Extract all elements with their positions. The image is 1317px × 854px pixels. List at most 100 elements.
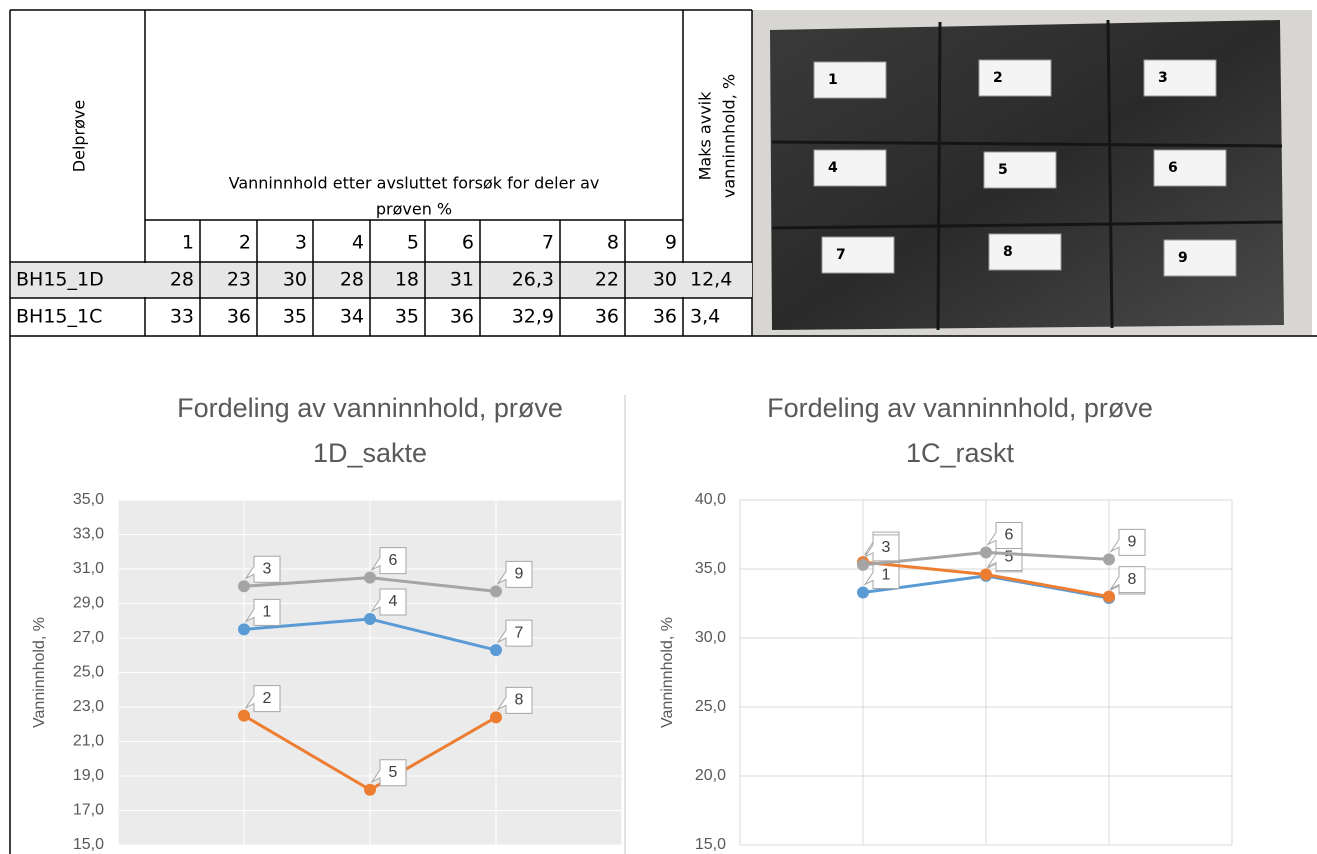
photo-label-box (1163, 239, 1237, 277)
photo-label-box (821, 236, 895, 274)
water-header: prøven % (376, 200, 452, 219)
chart-title: 1D_sakte (313, 438, 427, 468)
y-tick-label: 25,0 (73, 664, 104, 681)
point (980, 568, 992, 581)
photo-label: 9 (1178, 250, 1188, 266)
point (1103, 590, 1115, 603)
cell: 18 (395, 269, 419, 291)
point-label: 5 (389, 764, 398, 781)
point (238, 580, 250, 593)
y-tick-label: 30,0 (695, 629, 726, 646)
photo-label-box (813, 61, 887, 99)
sample-header: Delprøve (70, 100, 89, 172)
cell: 23 (227, 269, 251, 291)
deviation-header: vanninnhold, % (720, 74, 739, 198)
y-tick-label: 35,0 (695, 560, 726, 577)
label-callout (370, 588, 407, 616)
column-header: 7 (542, 232, 554, 254)
y-tick-label: 29,0 (73, 595, 104, 612)
cell: 3,4 (690, 306, 720, 328)
cell: 35 (395, 306, 419, 328)
y-tick-label: 23,0 (73, 698, 104, 715)
cell: 22 (595, 269, 619, 291)
label-callout (244, 685, 281, 713)
photo-label-box (983, 151, 1057, 189)
photo-label: 4 (828, 160, 838, 176)
cell: 36 (450, 306, 474, 328)
cell: 36 (227, 306, 251, 328)
point-label: 2 (263, 690, 272, 707)
y-tick-label: 25,0 (695, 698, 726, 715)
label-callout (986, 521, 1023, 549)
label-callout (496, 560, 533, 588)
label-callout (244, 555, 281, 583)
column-header: 8 (607, 232, 619, 254)
y-tick-label: 40,0 (695, 491, 726, 508)
point-label: 9 (515, 566, 524, 583)
cell: 28 (340, 269, 364, 291)
column-header: 4 (352, 232, 364, 254)
point-label: 9 (1128, 534, 1137, 551)
column-header: 1 (182, 232, 194, 254)
label-callout (863, 534, 900, 562)
point (1103, 553, 1115, 566)
point-label: 3 (263, 560, 272, 577)
label-callout (496, 619, 533, 647)
cell: 31 (450, 269, 474, 291)
y-tick-label: 27,0 (73, 629, 104, 646)
y-tick-label: 35,0 (73, 491, 104, 508)
photo-label-box (988, 233, 1062, 271)
point (364, 571, 376, 584)
cell: 30 (283, 269, 307, 291)
row-label: BH15_1C (16, 306, 102, 328)
point (490, 585, 502, 598)
y-tick-label: 15,0 (73, 836, 104, 853)
cell: 26,3 (512, 269, 554, 291)
photo-label: 5 (998, 162, 1008, 178)
y-tick-label: 33,0 (73, 526, 104, 543)
y-tick-label: 31,0 (73, 560, 104, 577)
column-header: 5 (407, 232, 419, 254)
cell: 36 (595, 306, 619, 328)
y-axis-label: Vanninnhold, % (31, 617, 48, 728)
cell: 28 (170, 269, 194, 291)
y-tick-label: 19,0 (73, 767, 104, 784)
cell: 33 (170, 306, 194, 328)
cell: 32,9 (512, 306, 554, 328)
point (980, 546, 992, 559)
deviation-header: Maks avvik (696, 91, 715, 180)
y-tick-label: 15,0 (695, 836, 726, 853)
photo-label: 2 (993, 70, 1003, 86)
label-callout (1109, 566, 1146, 594)
point (857, 558, 869, 571)
label-callout (370, 759, 407, 787)
point (364, 783, 376, 796)
chart-title: Fordeling av vanninnhold, prøve (177, 393, 563, 423)
chart-title: 1C_raskt (906, 438, 1015, 468)
photo-label-box (1153, 149, 1227, 187)
row-label: BH15_1D (16, 269, 104, 291)
water-header: Vanninnhold etter avsluttet forsøk for d… (229, 174, 600, 193)
cut-lines (771, 19, 1283, 331)
label-callout (370, 547, 407, 575)
y-tick-label: 20,0 (695, 767, 726, 784)
point-label: 8 (1128, 571, 1137, 588)
cell: 35 (283, 306, 307, 328)
photo-label: 3 (1158, 70, 1168, 86)
column-header: 3 (295, 232, 307, 254)
photo-label: 6 (1168, 160, 1178, 176)
point-label: 8 (515, 692, 524, 709)
chart-title: Fordeling av vanninnhold, prøve (767, 393, 1153, 423)
point-label: 1 (263, 604, 272, 621)
photo-label-box (978, 59, 1052, 97)
row-highlight (11, 263, 752, 297)
photo-label-box (813, 149, 887, 187)
point (238, 623, 250, 636)
y-tick-label: 17,0 (73, 802, 104, 819)
point (857, 586, 869, 599)
y-tick-label: 21,0 (73, 733, 104, 750)
point-label: 6 (1005, 527, 1014, 544)
point-label: 1 (882, 567, 891, 584)
cell: 30 (653, 269, 677, 291)
